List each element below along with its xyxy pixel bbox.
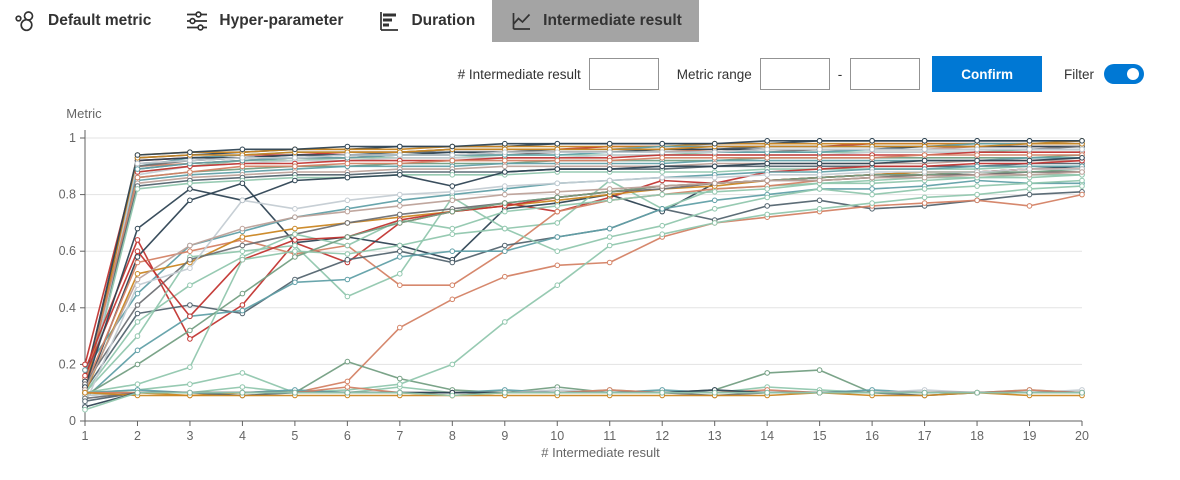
svg-text:10: 10 [550, 429, 564, 443]
metric-range-min-input[interactable] [759, 58, 830, 90]
svg-text:19: 19 [1023, 429, 1037, 443]
svg-text:16: 16 [865, 429, 879, 443]
metric-range-max-input[interactable] [850, 58, 921, 90]
range-separator: - [837, 66, 843, 82]
confirm-button[interactable]: Confirm [932, 56, 1042, 92]
svg-text:Metric: Metric [66, 106, 102, 121]
svg-text:0.8: 0.8 [59, 188, 76, 202]
tab-label: Default metric [48, 12, 152, 29]
filter-controls: # Intermediate result Metric range - Con… [0, 56, 1180, 92]
metric-range-label: Metric range [676, 66, 752, 82]
svg-text:6: 6 [344, 429, 351, 443]
intermediate-count-label: # Intermediate result [457, 66, 581, 82]
svg-text:17: 17 [918, 429, 932, 443]
hyper-parameter-icon [185, 9, 209, 33]
tab-hyper-parameter[interactable]: Hyper-parameter [168, 0, 360, 42]
svg-text:# Intermediate result: # Intermediate result [541, 445, 660, 460]
tab-label: Intermediate result [543, 12, 682, 29]
svg-text:0.4: 0.4 [59, 301, 76, 315]
duration-icon [377, 9, 401, 33]
svg-text:0.6: 0.6 [59, 244, 76, 258]
intermediate-count-input[interactable] [588, 58, 659, 90]
svg-text:18: 18 [970, 429, 984, 443]
filter-label: Filter [1064, 66, 1094, 82]
svg-text:20: 20 [1075, 429, 1089, 443]
svg-text:0: 0 [69, 414, 76, 428]
filter-toggle[interactable] [1104, 64, 1144, 84]
default-metric-icon [14, 9, 38, 33]
svg-text:15: 15 [813, 429, 827, 443]
svg-text:1: 1 [82, 429, 89, 443]
intermediate-result-icon [509, 9, 533, 33]
tab-default-metric[interactable]: Default metric [0, 0, 168, 42]
svg-text:1: 1 [69, 131, 76, 145]
svg-text:8: 8 [449, 429, 456, 443]
svg-text:4: 4 [239, 429, 246, 443]
tab-label: Hyper-parameter [219, 12, 344, 29]
svg-text:12: 12 [655, 429, 669, 443]
svg-text:2: 2 [134, 429, 141, 443]
svg-text:3: 3 [186, 429, 193, 443]
tab-label: Duration [411, 12, 476, 29]
svg-text:0.2: 0.2 [59, 357, 76, 371]
svg-text:5: 5 [291, 429, 298, 443]
svg-text:13: 13 [708, 429, 722, 443]
tab-intermediate-result[interactable]: Intermediate result [492, 0, 699, 42]
tab-duration[interactable]: Duration [360, 0, 492, 42]
svg-text:7: 7 [396, 429, 403, 443]
svg-text:11: 11 [603, 429, 616, 443]
filter-toggle-knob [1127, 68, 1139, 80]
chart-tabbar: Default metric Hyper-parameter Duration [0, 0, 1180, 42]
intermediate-result-chart[interactable]: 0 0.2 0.4 0.6 0.8 1 1 2 3 4 5 6 7 8 9 10 11 12 13 14 15 16 17 1… [0, 100, 1180, 475]
svg-text:9: 9 [501, 429, 508, 443]
svg-text:14: 14 [760, 429, 774, 443]
line-chart-canvas[interactable]: 00.20.40.60.811 2 3 4 5 6 7 8 9 10 11 12 13 14 15 16 17 1… [0, 100, 1180, 475]
